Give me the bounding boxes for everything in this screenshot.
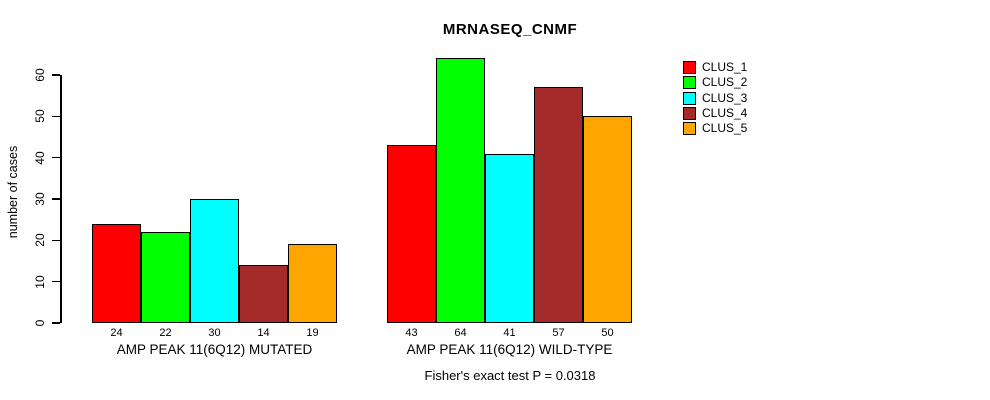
legend-swatch-icon	[683, 61, 696, 75]
chart-title: MRNASEQ_CNMF	[442, 21, 578, 38]
bar-clus_3-group2	[485, 153, 534, 323]
y-tick	[52, 115, 60, 118]
bar-value-label: 30	[208, 326, 221, 339]
bar-clus_1-group2	[387, 145, 436, 323]
legend: CLUS_1 CLUS_2 CLUS_3 CLUS_4 CLUS_5	[683, 60, 747, 136]
fisher-test-annotation: Fisher's exact test P = 0.0318	[424, 368, 596, 383]
y-axis-line	[60, 75, 62, 323]
legend-swatch-icon	[683, 122, 696, 136]
group-label: AMP PEAK 11(6Q12) MUTATED	[116, 342, 313, 357]
legend-item-clus_4: CLUS_4	[683, 106, 747, 121]
bar-value-label: 57	[552, 326, 565, 339]
bar-clus_5-group1	[288, 244, 337, 323]
legend-swatch-icon	[683, 91, 696, 105]
bar-value-label: 50	[601, 326, 614, 339]
legend-label: CLUS_3	[702, 90, 748, 105]
y-tick-label: 10	[33, 274, 47, 289]
bar-value-label: 22	[159, 326, 172, 339]
legend-label: CLUS_2	[702, 75, 748, 90]
legend-item-clus_2: CLUS_2	[683, 75, 747, 90]
y-tick-label: 0	[33, 319, 47, 327]
y-tick	[52, 198, 60, 200]
bar-value-label: 24	[110, 326, 123, 339]
bar-value-label: 64	[454, 326, 467, 339]
legend-swatch-icon	[683, 76, 696, 90]
bar-clus_5-group2	[583, 116, 632, 323]
legend-label: CLUS_5	[702, 121, 748, 136]
y-tick	[52, 74, 60, 76]
bar-clus_4-group1	[239, 265, 288, 323]
bar-value-label: 41	[503, 326, 516, 339]
bar-clus_1-group1	[92, 223, 141, 323]
bar-clus_4-group2	[534, 87, 583, 323]
y-tick	[52, 322, 60, 324]
group-label: AMP PEAK 11(6Q12) WILD-TYPE	[406, 342, 613, 357]
legend-item-clus_3: CLUS_3	[683, 91, 747, 106]
bar-clus_2-group2	[436, 58, 485, 323]
y-tick-label: 30	[33, 192, 47, 206]
bar-value-label: 19	[306, 326, 319, 339]
legend-label: CLUS_1	[702, 60, 748, 75]
y-tick	[52, 239, 60, 242]
bar-value-label: 43	[405, 326, 418, 339]
y-tick-label: 20	[33, 233, 47, 248]
legend-item-clus_5: CLUS_5	[683, 121, 747, 136]
y-axis-title: number of cases	[6, 145, 20, 239]
legend-item-clus_1: CLUS_1	[683, 60, 747, 75]
y-tick-label: 50	[33, 109, 47, 124]
legend-label: CLUS_4	[702, 106, 748, 121]
y-tick	[52, 280, 60, 283]
y-tick	[52, 156, 60, 159]
y-tick-label: 60	[33, 68, 47, 82]
legend-swatch-icon	[683, 107, 696, 121]
bar-clus_2-group1	[141, 232, 190, 323]
bar-value-label: 14	[257, 326, 270, 339]
y-tick-label: 40	[33, 150, 47, 165]
bar-clus_3-group1	[190, 199, 239, 323]
